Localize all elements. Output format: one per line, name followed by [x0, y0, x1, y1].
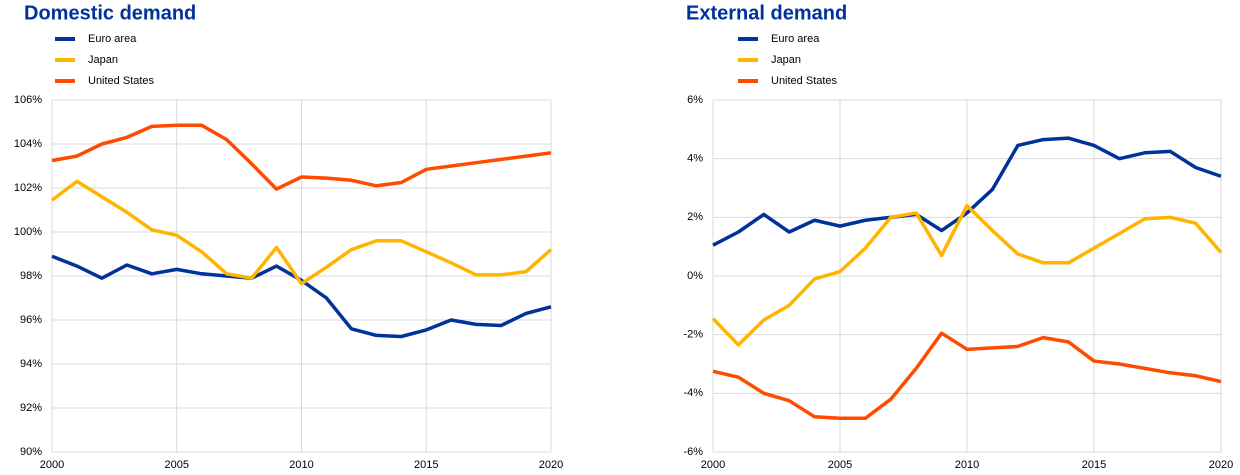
legend-label: Japan: [771, 54, 801, 66]
chart-title: External demand: [686, 2, 847, 24]
y-tick-label: 90%: [20, 446, 42, 458]
y-tick-label: 98%: [20, 270, 42, 282]
series-line: [51, 254, 552, 339]
series-line: [712, 331, 1222, 421]
x-tick-label: 2020: [539, 459, 563, 471]
x-tick-label: 2015: [1082, 459, 1106, 471]
y-tick-label: 106%: [14, 94, 42, 106]
x-tick-label: 2005: [828, 459, 852, 471]
x-tick-label: 2005: [165, 459, 189, 471]
y-tick-label: 100%: [14, 226, 42, 238]
y-tick-label: 0%: [687, 270, 703, 282]
legend-label: United States: [88, 75, 155, 87]
y-tick-label: -2%: [683, 329, 703, 341]
y-tick-label: -6%: [683, 446, 703, 458]
x-tick-label: 2010: [289, 459, 313, 471]
legend-label: United States: [771, 75, 838, 87]
y-tick-label: 6%: [687, 94, 703, 106]
x-tick-label: 2010: [955, 459, 979, 471]
y-tick-label: 94%: [20, 358, 42, 370]
legend-label: Euro area: [88, 33, 137, 45]
series-line: [711, 203, 1223, 347]
x-tick-label: 2020: [1209, 459, 1233, 471]
y-tick-label: 102%: [14, 182, 42, 194]
x-tick-label: 2015: [414, 459, 438, 471]
y-tick-label: -4%: [683, 387, 703, 399]
legend-label: Euro area: [771, 33, 820, 45]
series-line: [51, 123, 552, 191]
chart-title: Domestic demand: [24, 2, 196, 24]
y-tick-label: 92%: [20, 402, 42, 414]
y-tick-label: 96%: [20, 314, 42, 326]
legend-label: Japan: [88, 54, 118, 66]
x-tick-label: 2000: [701, 459, 725, 471]
y-tick-label: 104%: [14, 138, 42, 150]
series-line: [50, 179, 553, 286]
x-tick-label: 2000: [40, 459, 64, 471]
y-tick-label: 4%: [687, 153, 703, 165]
y-tick-label: 2%: [687, 211, 703, 223]
series-line: [712, 136, 1222, 247]
